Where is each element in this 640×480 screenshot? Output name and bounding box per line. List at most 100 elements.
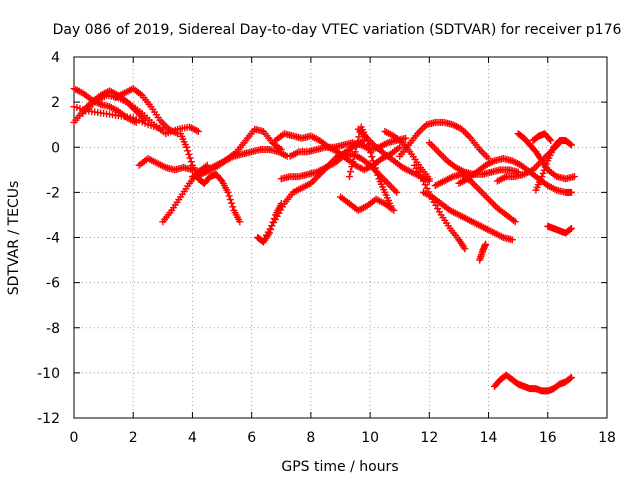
data-point	[547, 136, 555, 144]
y-tick-label: -12	[37, 411, 60, 427]
data-point-interp	[541, 163, 549, 171]
series-trace-5	[111, 85, 182, 138]
data-point-interp	[229, 203, 237, 211]
data-point-interp	[373, 168, 381, 176]
data-point-interp	[543, 160, 551, 168]
data-point-interp	[546, 135, 554, 143]
series-trace-7	[159, 161, 211, 226]
data-point-interp	[185, 150, 193, 158]
chart-title: Day 086 of 2019, Sidereal Day-to-day VTE…	[53, 22, 622, 38]
series-trace-18	[354, 125, 433, 185]
data-point-interp	[355, 133, 363, 141]
data-point-interp	[225, 192, 233, 200]
data-point	[396, 143, 404, 151]
series-trace-24	[425, 139, 522, 178]
x-tick-label: 14	[480, 430, 498, 446]
x-tick-label: 4	[188, 430, 197, 446]
x-tick-label: 8	[306, 430, 315, 446]
x-tick-label: 6	[247, 430, 256, 446]
data-point-interp	[217, 176, 225, 184]
data-point	[425, 175, 433, 183]
data-point-interp	[566, 225, 574, 233]
data-point-interp	[370, 160, 378, 168]
y-axis-label: SDTVAR / TECUs	[6, 181, 22, 296]
data-point-interp	[540, 166, 548, 174]
data-point-interp	[368, 153, 376, 161]
x-tick-label: 10	[361, 430, 379, 446]
data-point	[482, 240, 490, 248]
y-tick-label: 0	[51, 140, 60, 156]
series-trace-8	[177, 130, 244, 226]
data-point	[567, 224, 575, 232]
data-point	[390, 206, 398, 214]
data-point-interp	[374, 171, 382, 179]
data-point	[224, 188, 232, 196]
data-point-interp	[371, 164, 379, 172]
series-trace-32	[544, 222, 575, 237]
data-point	[511, 218, 519, 226]
series-trace-29	[514, 130, 578, 183]
series-trace-30	[532, 136, 575, 194]
data-point	[570, 173, 578, 181]
series-trace-10	[188, 125, 285, 181]
data-point	[508, 236, 516, 244]
data-point-interp	[539, 169, 547, 177]
data-point-interp	[366, 145, 374, 153]
data-point-interp	[350, 153, 358, 161]
series-trace-31	[529, 130, 555, 144]
data-point	[345, 173, 353, 181]
y-tick-label: 2	[51, 95, 60, 111]
x-axis-label: GPS time / hours	[281, 459, 398, 475]
series-trace-4	[79, 91, 202, 138]
series-trace-22	[419, 188, 516, 244]
data-point-interp	[566, 374, 574, 382]
data-point-interp	[187, 158, 195, 166]
y-tick-label: -10	[37, 366, 60, 382]
data-point-interp	[348, 163, 356, 171]
data-points	[70, 85, 578, 395]
data-point	[194, 127, 202, 135]
data-point	[402, 134, 410, 142]
data-point	[277, 146, 285, 154]
data-point-interp	[228, 199, 236, 207]
data-point	[538, 173, 546, 181]
data-point-interp	[367, 149, 375, 157]
data-point-interp	[226, 196, 234, 204]
data-point-interp	[347, 168, 355, 176]
series-trace-20	[396, 118, 493, 163]
data-point	[369, 157, 377, 165]
data-point	[183, 143, 191, 151]
y-tick-label: -8	[46, 321, 60, 337]
y-tick-label: -2	[46, 185, 60, 201]
data-point	[393, 188, 401, 196]
series-trace-27	[490, 371, 575, 395]
y-tick-labels: -12 -10 -8 -6 -4 -2 0 2 4	[37, 50, 60, 427]
tick-marks	[73, 56, 608, 419]
data-point	[567, 141, 575, 149]
data-point	[567, 373, 575, 381]
data-point	[419, 177, 427, 185]
y-tick-label: -4	[46, 231, 60, 247]
data-point-interp	[423, 184, 431, 192]
data-point	[461, 245, 469, 253]
data-point	[351, 148, 359, 156]
x-tick-label: 12	[420, 430, 438, 446]
y-tick-label: 4	[51, 50, 60, 66]
data-point-interp	[186, 154, 194, 162]
x-tick-label: 2	[129, 430, 138, 446]
data-point-interp	[184, 147, 192, 155]
x-tick-labels: 0 2 4 6 8 10 12 14 16 18	[70, 430, 616, 446]
data-point-interp	[352, 143, 360, 151]
data-point	[387, 202, 395, 210]
data-point	[236, 218, 244, 226]
data-point	[567, 188, 575, 196]
y-tick-label: -6	[46, 276, 60, 292]
x-tick-label: 18	[598, 430, 616, 446]
data-point-interp	[566, 140, 574, 148]
series-trace-26	[476, 240, 490, 264]
data-point-interp	[354, 138, 362, 146]
grid	[74, 57, 607, 418]
data-point-interp	[349, 158, 357, 166]
x-tick-label: 16	[539, 430, 557, 446]
